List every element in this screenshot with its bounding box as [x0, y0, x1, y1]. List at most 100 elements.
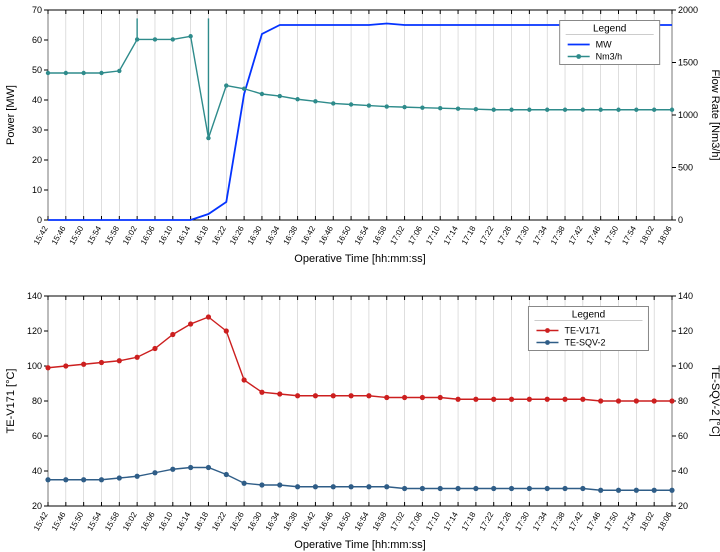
- svg-text:17:22: 17:22: [478, 510, 496, 532]
- svg-text:16:18: 16:18: [192, 224, 210, 246]
- svg-text:16:42: 16:42: [299, 510, 317, 532]
- svg-text:17:06: 17:06: [406, 224, 424, 246]
- svg-text:17:14: 17:14: [442, 224, 460, 246]
- svg-text:20: 20: [32, 501, 42, 511]
- svg-text:0: 0: [678, 215, 683, 225]
- svg-text:16:42: 16:42: [299, 224, 317, 246]
- svg-text:17:34: 17:34: [531, 510, 549, 532]
- svg-text:18:02: 18:02: [638, 224, 656, 246]
- svg-text:17:22: 17:22: [478, 224, 496, 246]
- svg-text:17:02: 17:02: [388, 224, 406, 246]
- svg-text:17:18: 17:18: [460, 224, 478, 246]
- svg-text:80: 80: [32, 396, 42, 406]
- svg-text:15:50: 15:50: [68, 510, 86, 532]
- svg-text:16:26: 16:26: [228, 510, 246, 532]
- svg-text:15:46: 15:46: [50, 224, 68, 246]
- svg-text:40: 40: [32, 95, 42, 105]
- svg-text:16:30: 16:30: [246, 224, 264, 246]
- svg-text:16:46: 16:46: [317, 224, 335, 246]
- svg-text:16:18: 16:18: [192, 510, 210, 532]
- svg-text:40: 40: [32, 466, 42, 476]
- svg-text:80: 80: [678, 396, 688, 406]
- svg-text:17:38: 17:38: [549, 510, 567, 532]
- svg-text:17:30: 17:30: [513, 224, 531, 246]
- svg-text:MW: MW: [596, 40, 612, 50]
- svg-text:15:42: 15:42: [32, 224, 50, 246]
- svg-text:TE-V171: TE-V171: [564, 326, 600, 336]
- svg-text:100: 100: [678, 361, 693, 371]
- svg-text:17:26: 17:26: [495, 510, 513, 532]
- svg-text:17:54: 17:54: [620, 510, 638, 532]
- svg-text:17:38: 17:38: [549, 224, 567, 246]
- svg-text:16:22: 16:22: [210, 510, 228, 532]
- svg-text:140: 140: [27, 291, 42, 301]
- svg-text:17:10: 17:10: [424, 224, 442, 246]
- svg-text:500: 500: [678, 163, 693, 173]
- svg-text:16:02: 16:02: [121, 510, 139, 532]
- svg-text:18:02: 18:02: [638, 510, 656, 532]
- svg-text:15:42: 15:42: [32, 510, 50, 532]
- svg-text:18:06: 18:06: [656, 510, 674, 532]
- svg-text:17:42: 17:42: [567, 510, 585, 532]
- svg-text:Nm3/h: Nm3/h: [596, 52, 623, 62]
- svg-text:16:14: 16:14: [175, 510, 193, 532]
- svg-text:60: 60: [32, 431, 42, 441]
- svg-text:15:50: 15:50: [68, 224, 86, 246]
- svg-text:17:42: 17:42: [567, 224, 585, 246]
- svg-text:0: 0: [37, 215, 42, 225]
- svg-text:16:10: 16:10: [157, 510, 175, 532]
- svg-text:60: 60: [678, 431, 688, 441]
- svg-text:20: 20: [678, 501, 688, 511]
- svg-text:1500: 1500: [678, 58, 698, 68]
- svg-text:16:58: 16:58: [371, 224, 389, 246]
- svg-text:16:26: 16:26: [228, 224, 246, 246]
- svg-text:10: 10: [32, 185, 42, 195]
- svg-text:30: 30: [32, 125, 42, 135]
- svg-text:16:06: 16:06: [139, 224, 157, 246]
- svg-text:16:38: 16:38: [282, 224, 300, 246]
- svg-text:16:22: 16:22: [210, 224, 228, 246]
- svg-text:16:30: 16:30: [246, 510, 264, 532]
- svg-text:Operative Time [hh:mm:ss]: Operative Time [hh:mm:ss]: [294, 253, 425, 265]
- svg-text:16:14: 16:14: [175, 224, 193, 246]
- svg-text:17:06: 17:06: [406, 510, 424, 532]
- svg-text:16:58: 16:58: [371, 510, 389, 532]
- svg-text:17:10: 17:10: [424, 510, 442, 532]
- svg-text:TE-SQV-2 [°C]: TE-SQV-2 [°C]: [709, 365, 720, 437]
- svg-text:15:54: 15:54: [85, 224, 103, 246]
- chart-page: 010203040506070050010001500200015:4215:4…: [0, 0, 720, 552]
- svg-text:16:50: 16:50: [335, 510, 353, 532]
- svg-text:17:34: 17:34: [531, 224, 549, 246]
- svg-text:17:02: 17:02: [388, 510, 406, 532]
- svg-text:Power [MW]: Power [MW]: [5, 85, 17, 145]
- svg-text:140: 140: [678, 291, 693, 301]
- svg-text:16:02: 16:02: [121, 224, 139, 246]
- svg-text:16:06: 16:06: [139, 510, 157, 532]
- svg-text:16:38: 16:38: [282, 510, 300, 532]
- svg-text:17:14: 17:14: [442, 510, 460, 532]
- svg-text:20: 20: [32, 155, 42, 165]
- svg-text:120: 120: [678, 326, 693, 336]
- svg-text:16:50: 16:50: [335, 224, 353, 246]
- svg-text:2000: 2000: [678, 5, 698, 15]
- svg-text:15:54: 15:54: [85, 510, 103, 532]
- svg-text:17:30: 17:30: [513, 510, 531, 532]
- svg-text:100: 100: [27, 361, 42, 371]
- svg-text:16:34: 16:34: [264, 510, 282, 532]
- svg-text:16:46: 16:46: [317, 510, 335, 532]
- svg-text:60: 60: [32, 35, 42, 45]
- svg-text:1000: 1000: [678, 110, 698, 120]
- svg-text:Operative Time [hh:mm:ss]: Operative Time [hh:mm:ss]: [294, 539, 425, 551]
- svg-text:120: 120: [27, 326, 42, 336]
- svg-text:Legend: Legend: [572, 310, 605, 321]
- svg-text:16:10: 16:10: [157, 224, 175, 246]
- svg-text:15:58: 15:58: [103, 224, 121, 246]
- svg-text:70: 70: [32, 5, 42, 15]
- svg-text:17:46: 17:46: [585, 224, 603, 246]
- svg-text:15:58: 15:58: [103, 510, 121, 532]
- svg-text:TE-V171 [°C]: TE-V171 [°C]: [5, 369, 17, 434]
- svg-text:15:46: 15:46: [50, 510, 68, 532]
- svg-text:18:06: 18:06: [656, 224, 674, 246]
- svg-text:40: 40: [678, 466, 688, 476]
- svg-text:TE-SQV-2: TE-SQV-2: [564, 338, 605, 348]
